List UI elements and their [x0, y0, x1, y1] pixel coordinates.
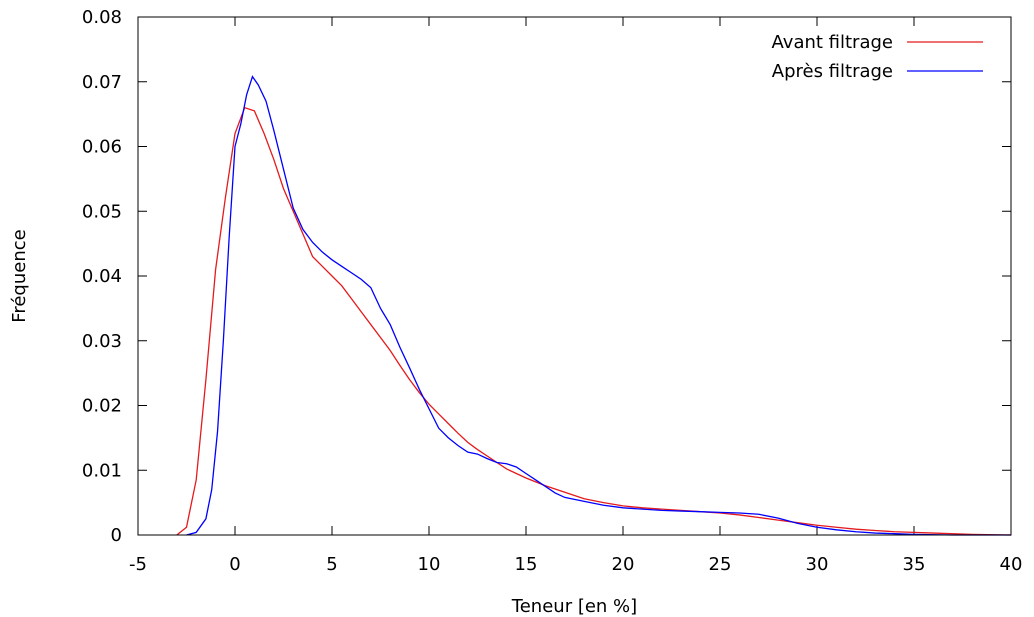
y-tick-label: 0.06 [82, 137, 122, 158]
legend-label-2: Après filtrage [772, 61, 893, 82]
x-tick-label: -5 [129, 554, 147, 575]
plot-frame [137, 16, 1012, 536]
y-tick-label: 0.07 [82, 72, 122, 93]
x-tick-label: 10 [418, 554, 441, 575]
x-axis-title: Teneur [en %] [511, 596, 637, 617]
x-tick-label: 40 [1000, 554, 1023, 575]
x-tick-label: 15 [515, 554, 538, 575]
series-line-1 [176, 106, 1012, 536]
x-tick-label: 30 [806, 554, 829, 575]
x-tick-labels: -5 0 5 10 15 20 25 30 35 40 [129, 554, 1022, 575]
x-tick-label: 0 [229, 554, 240, 575]
y-tick-label: 0.05 [82, 201, 122, 222]
series-line-2 [186, 75, 1011, 536]
x-tick-label: 35 [903, 554, 926, 575]
x-tick-label: 25 [709, 554, 732, 575]
y-tick-labels: 0 0.01 0.02 0.03 0.04 0.05 0.06 0.07 0.08 [82, 7, 122, 546]
x-tick-label: 20 [612, 554, 635, 575]
y-tick-label: 0.04 [82, 266, 122, 287]
y-tick-label: 0.01 [82, 460, 122, 481]
legend: Avant filtrage Après filtrage [772, 32, 983, 82]
legend-label-1: Avant filtrage [772, 32, 893, 53]
x-tick-label: 5 [326, 554, 337, 575]
series-lines [176, 75, 1012, 536]
y-tick-label: 0.02 [82, 396, 122, 417]
y-tick-label: 0.03 [82, 331, 122, 352]
y-axis-title: Fréquence [9, 229, 30, 322]
y-tick-label: 0 [111, 525, 122, 546]
y-tick-label: 0.08 [82, 7, 122, 28]
